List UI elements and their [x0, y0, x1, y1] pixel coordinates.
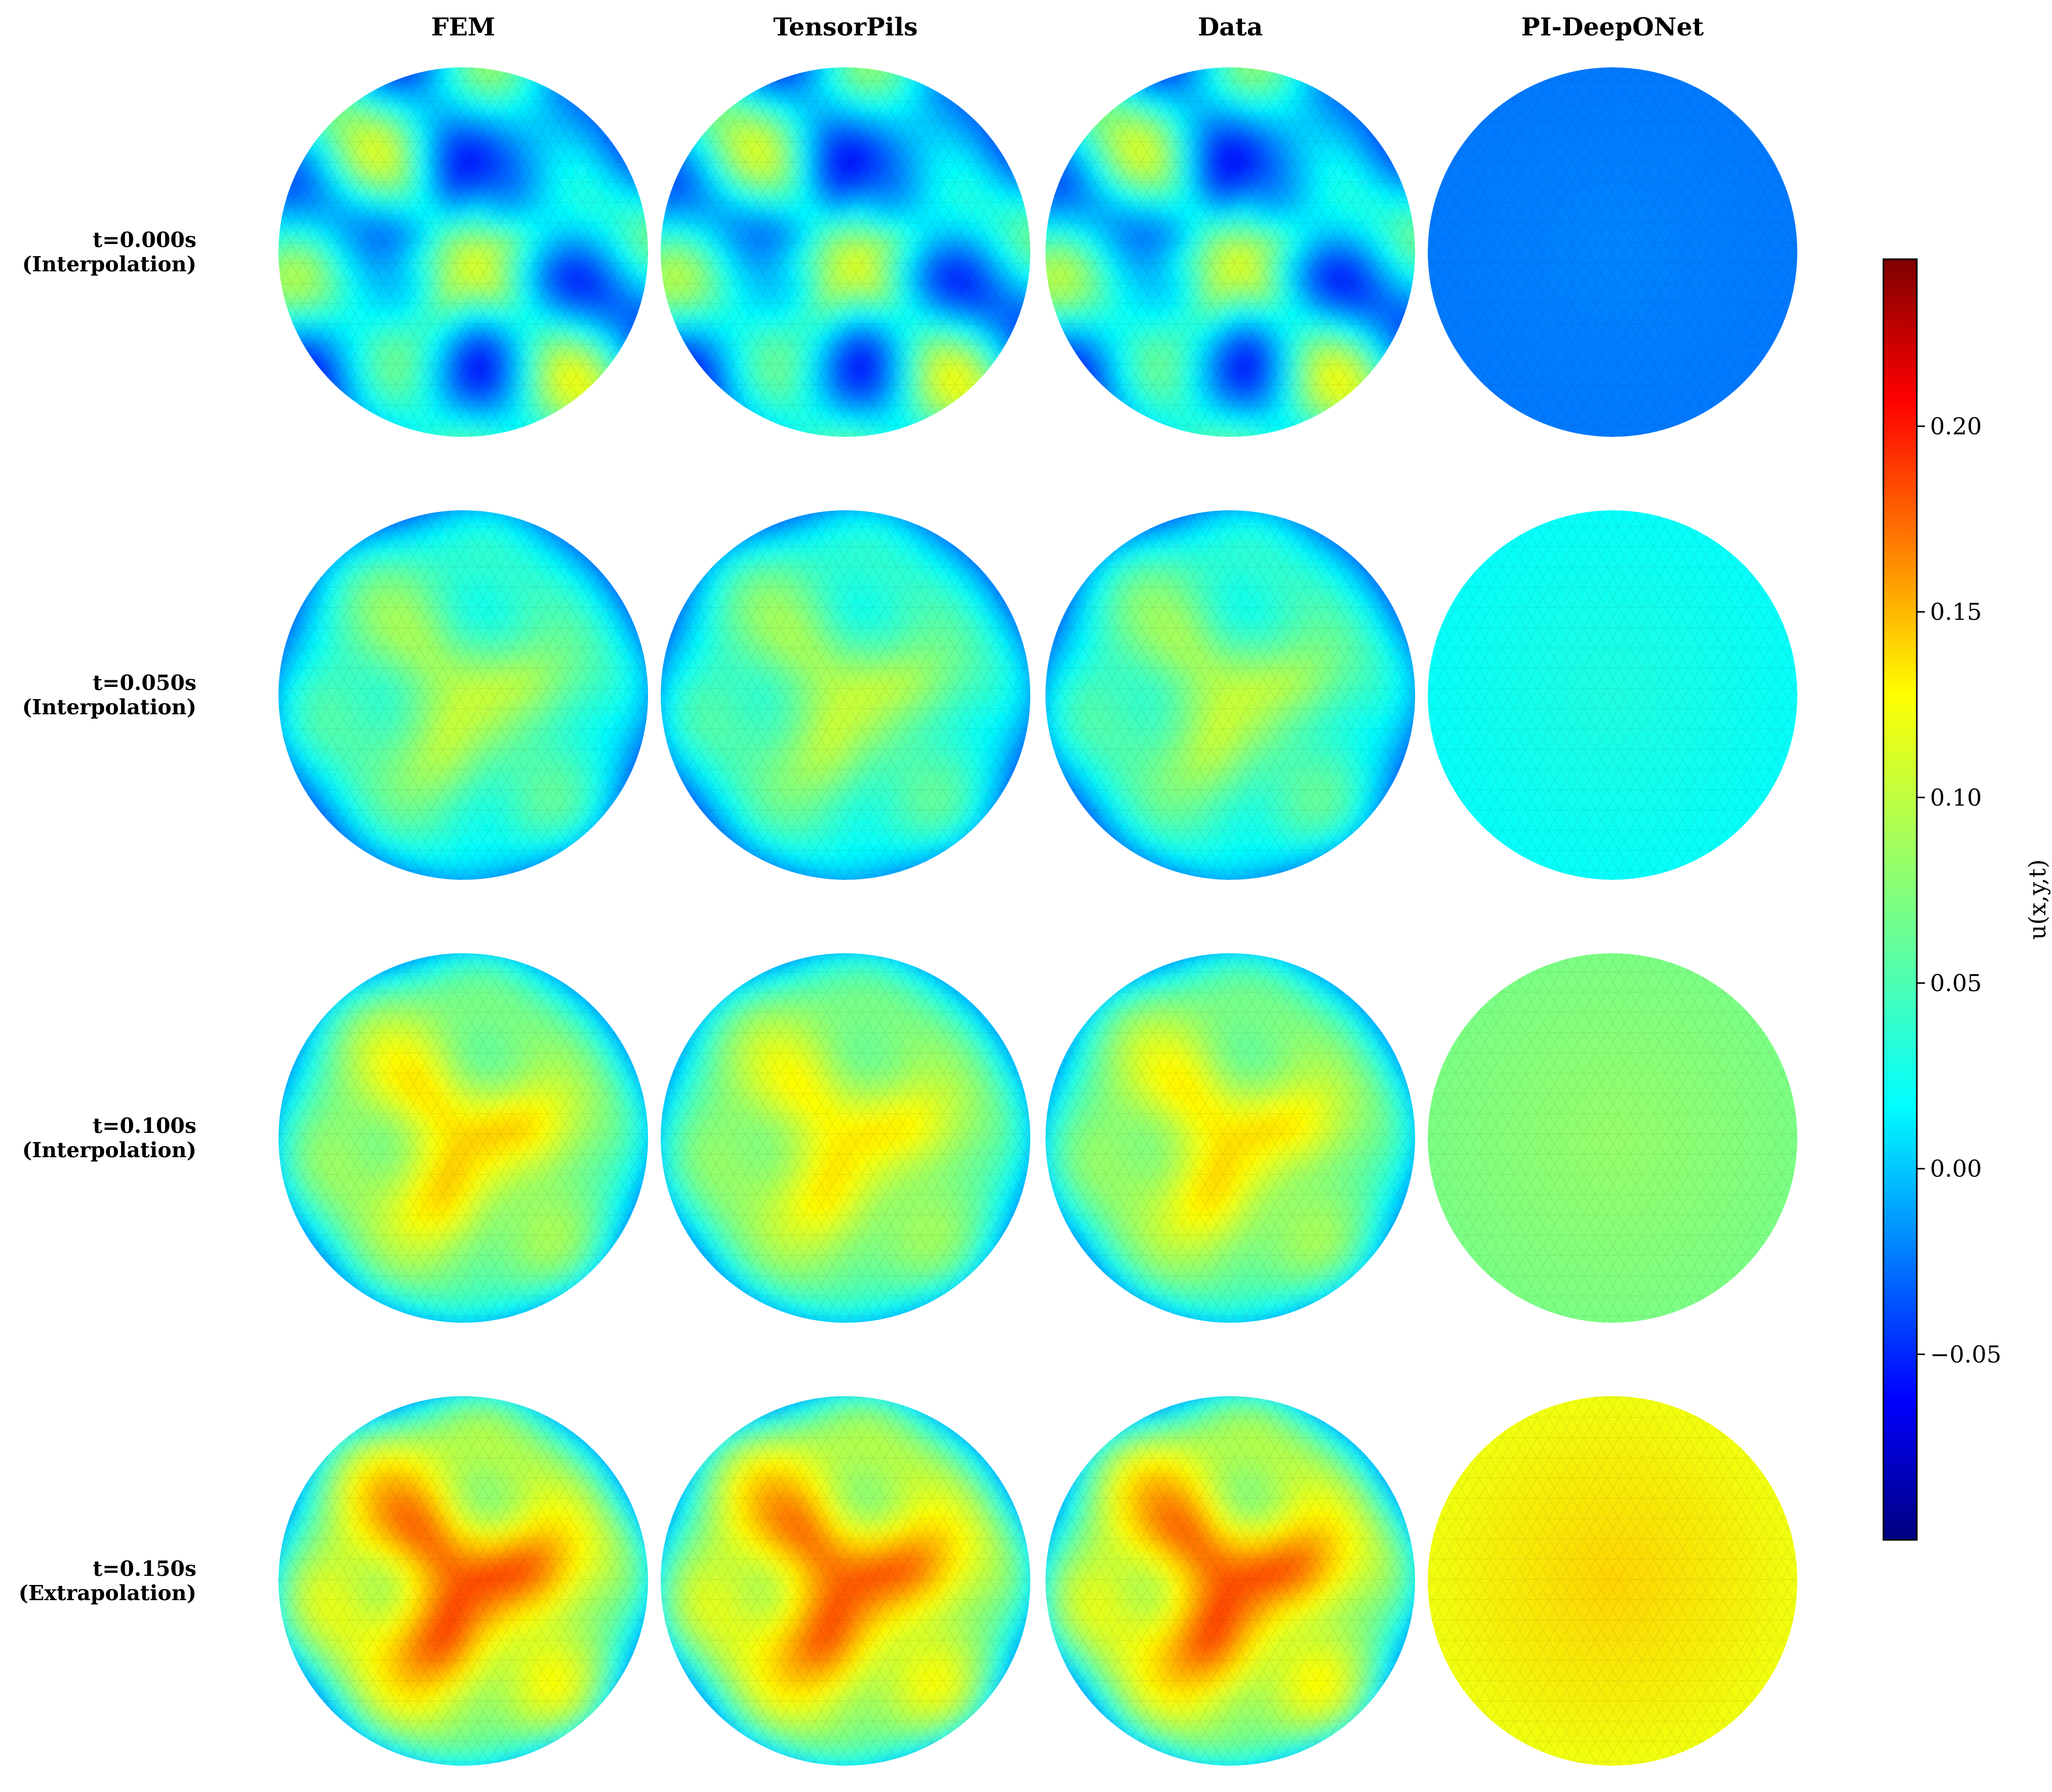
panel-data-row-3 — [1045, 1396, 1415, 1766]
panel-fem-row-3 — [278, 1396, 648, 1766]
panel-pi-deeponet-row-0 — [1428, 67, 1797, 437]
row-label-regime: (Interpolation) — [22, 1138, 196, 1162]
colorbar-tick-label: 0.00 — [1930, 1155, 1982, 1183]
panel-tensorpils-row-3 — [661, 1396, 1030, 1766]
colorbar-tick-label: 0.20 — [1930, 413, 1982, 440]
panel-fem-row-1 — [278, 510, 648, 880]
column-title-tensorpils: TensorPils — [773, 12, 917, 42]
panel-pi-deeponet-row-3 — [1428, 1396, 1797, 1766]
column-title-data: Data — [1198, 12, 1263, 42]
row-label-time: t=0.050s — [93, 671, 196, 695]
row-label-regime: (Interpolation) — [22, 252, 196, 276]
colorbar-tick-label: 0.15 — [1930, 598, 1982, 626]
panel-fem-row-2 — [278, 953, 648, 1323]
colorbar-tick-label: 0.10 — [1930, 784, 1982, 811]
panel-data-row-0 — [1045, 67, 1415, 437]
colorbar: 0.20 0.15 0.10 0.05 0.00 −0.05 u(x,y,t) — [1882, 258, 2051, 1541]
colorbar-label: u(x,y,t) — [2024, 859, 2051, 940]
colorbar-tick-label: 0.05 — [1930, 969, 1982, 997]
panel-tensorpils-row-1 — [661, 510, 1030, 880]
row-label-time: t=0.000s — [93, 228, 196, 252]
panel-data-row-2 — [1045, 953, 1415, 1323]
column-title-fem: FEM — [431, 12, 495, 42]
column-title-pi-deeponet: PI-DeepONet — [1521, 12, 1704, 42]
panel-pi-deeponet-row-2 — [1428, 953, 1797, 1323]
colorbar-gradient — [1882, 258, 1918, 1541]
row-label-regime: (Interpolation) — [22, 695, 196, 719]
row-label-time: t=0.100s — [93, 1114, 196, 1138]
panel-tensorpils-row-2 — [661, 953, 1030, 1323]
row-label-time: t=0.150s — [93, 1557, 196, 1581]
panel-fem-row-0 — [278, 67, 648, 437]
row-label-regime: (Extrapolation) — [19, 1581, 196, 1605]
panel-tensorpils-row-0 — [661, 67, 1030, 437]
panel-pi-deeponet-row-1 — [1428, 510, 1797, 880]
colorbar-tick-label: −0.05 — [1930, 1340, 2001, 1368]
panel-data-row-1 — [1045, 510, 1415, 880]
